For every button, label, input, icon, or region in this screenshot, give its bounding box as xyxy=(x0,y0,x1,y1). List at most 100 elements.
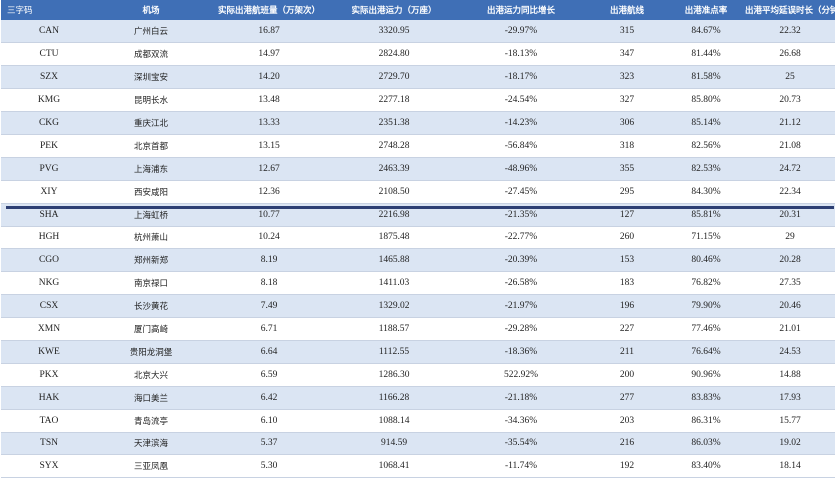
cell-delay: 26.68 xyxy=(745,42,835,67)
cell-delay: 20.73 xyxy=(745,88,835,113)
cell-capacity: 2463.39 xyxy=(333,157,455,181)
cell-routes: 347 xyxy=(587,42,667,67)
table-row: HAK 海口美兰 6.42 1166.28 -21.18% 277 83.83% 17.93 xyxy=(1,386,835,410)
table-body: CAN 广州白云 16.87 3320.95 -29.97% 315 84.67% 22.32… xyxy=(1,20,835,478)
cell-ontime: 71.15% xyxy=(667,226,745,250)
cell-flights: 5.37 xyxy=(205,432,333,456)
cell-routes: 183 xyxy=(587,271,667,296)
cell-capacity: 1166.28 xyxy=(333,386,455,410)
cell-airport: 成都双流 xyxy=(97,42,205,67)
cell-growth: -35.54% xyxy=(455,432,587,456)
cell-routes: 260 xyxy=(587,226,667,250)
cell-growth: -14.23% xyxy=(455,111,587,135)
header-ontime: 出港准点率 xyxy=(667,0,745,20)
cell-growth: -29.97% xyxy=(455,20,587,44)
cell-code: CGO xyxy=(1,248,97,273)
cell-ontime: 77.46% xyxy=(667,317,745,341)
cell-airport: 郑州新郑 xyxy=(97,248,205,273)
cell-airport: 天津滨海 xyxy=(97,432,205,456)
table-row: NKG 南京禄口 8.18 1411.03 -26.58% 183 76.82% 27.35 xyxy=(1,271,835,296)
cell-capacity: 1068.41 xyxy=(333,454,455,478)
cell-ontime: 86.03% xyxy=(667,432,745,456)
cell-code: PKX xyxy=(1,363,97,387)
header-growth: 出港运力同比增长 xyxy=(455,0,587,20)
cell-code: PVG xyxy=(1,157,97,181)
cell-delay: 20.28 xyxy=(745,248,835,273)
cell-flights: 16.87 xyxy=(205,20,333,44)
cell-code: SZX xyxy=(1,65,97,90)
header-delay: 出港平均延误时长（分钟） xyxy=(745,0,835,20)
cell-routes: 318 xyxy=(587,134,667,158)
cell-ontime: 81.58% xyxy=(667,65,745,90)
cell-delay: 24.53 xyxy=(745,340,835,364)
table-row: KWE 贵阳龙洞堡 6.64 1112.55 -18.36% 211 76.64% 24.53 xyxy=(1,340,835,364)
cell-ontime: 82.53% xyxy=(667,157,745,181)
cell-delay: 17.93 xyxy=(745,386,835,410)
cell-airport: 贵阳龙洞堡 xyxy=(97,340,205,364)
header-routes: 出港航线 xyxy=(587,0,667,20)
cell-ontime: 86.31% xyxy=(667,409,745,433)
cell-delay: 24.72 xyxy=(745,157,835,181)
cell-routes: 192 xyxy=(587,454,667,478)
table-row: HGH 杭州萧山 10.24 1875.48 -22.77% 260 71.15% 29 xyxy=(1,226,835,250)
header-capacity: 实际出港运力（万座） xyxy=(333,0,455,20)
cell-code: TSN xyxy=(1,432,97,456)
cell-ontime: 83.83% xyxy=(667,386,745,410)
cell-capacity: 1465.88 xyxy=(333,248,455,273)
cell-growth: -24.54% xyxy=(455,88,587,113)
cell-airport: 杭州萧山 xyxy=(97,226,205,250)
cell-capacity: 2824.80 xyxy=(333,42,455,67)
cell-capacity: 2351.38 xyxy=(333,111,455,135)
cell-capacity: 2108.50 xyxy=(333,180,455,204)
cell-routes: 277 xyxy=(587,386,667,410)
cell-code: CTU xyxy=(1,42,97,67)
cell-delay: 19.02 xyxy=(745,432,835,456)
cell-code: HGH xyxy=(1,226,97,250)
header-code: 三字码 xyxy=(1,0,97,20)
table-row: XMN 厦门高崎 6.71 1188.57 -29.28% 227 77.46% 21.01 xyxy=(1,317,835,341)
table-row: CGO 郑州新郑 8.19 1465.88 -20.39% 153 80.46% 20.28 xyxy=(1,248,835,273)
cell-code: XIY xyxy=(1,180,97,204)
cell-flights: 14.20 xyxy=(205,65,333,90)
cell-growth: -27.45% xyxy=(455,180,587,204)
cell-flights: 14.97 xyxy=(205,42,333,67)
cell-ontime: 76.82% xyxy=(667,271,745,296)
header-flights: 实际出港航班量（万架次） xyxy=(205,0,333,20)
cell-capacity: 1286.30 xyxy=(333,363,455,387)
cell-flights: 13.15 xyxy=(205,134,333,158)
table-row: TAO 青岛流亭 6.10 1088.14 -34.36% 203 86.31% 15.77 xyxy=(1,409,835,433)
cell-delay: 29 xyxy=(745,226,835,250)
cell-growth: -26.58% xyxy=(455,271,587,296)
cell-ontime: 85.80% xyxy=(667,88,745,113)
table-header-row: 三字码 机场 实际出港航班量（万架次） 实际出港运力（万座） 出港运力同比增长 … xyxy=(1,0,835,20)
cell-ontime: 82.56% xyxy=(667,134,745,158)
cell-delay: 18.14 xyxy=(745,454,835,478)
cell-growth: -56.84% xyxy=(455,134,587,158)
table-row: XIY 西安咸阳 12.36 2108.50 -27.45% 295 84.30% 22.34 xyxy=(1,180,835,204)
cell-growth: -18.17% xyxy=(455,65,587,90)
cell-airport: 深圳宝安 xyxy=(97,65,205,90)
cell-flights: 6.42 xyxy=(205,386,333,410)
cell-routes: 227 xyxy=(587,317,667,341)
cell-flights: 8.18 xyxy=(205,271,333,296)
table-row: PVG 上海浦东 12.67 2463.39 -48.96% 355 82.53% 24.72 xyxy=(1,157,835,181)
cell-delay: 27.35 xyxy=(745,271,835,296)
cell-capacity: 2748.28 xyxy=(333,134,455,158)
cell-capacity: 1188.57 xyxy=(333,317,455,341)
cell-growth: -11.74% xyxy=(455,454,587,478)
cell-delay: 25 xyxy=(745,65,835,90)
table-row: SYX 三亚凤凰 5.30 1068.41 -11.74% 192 83.40% 18.14 xyxy=(1,454,835,478)
table-row: CSX 长沙黄花 7.49 1329.02 -21.97% 196 79.90% 20.46 xyxy=(1,294,835,319)
cell-flights: 12.36 xyxy=(205,180,333,204)
cell-growth: -34.36% xyxy=(455,409,587,433)
cell-ontime: 76.64% xyxy=(667,340,745,364)
cell-routes: 200 xyxy=(587,363,667,387)
cell-growth: 522.92% xyxy=(455,363,587,387)
cell-ontime: 80.46% xyxy=(667,248,745,273)
cell-capacity: 1088.14 xyxy=(333,409,455,433)
cell-delay: 21.01 xyxy=(745,317,835,341)
header-airport: 机场 xyxy=(97,0,205,20)
cell-flights: 6.64 xyxy=(205,340,333,364)
